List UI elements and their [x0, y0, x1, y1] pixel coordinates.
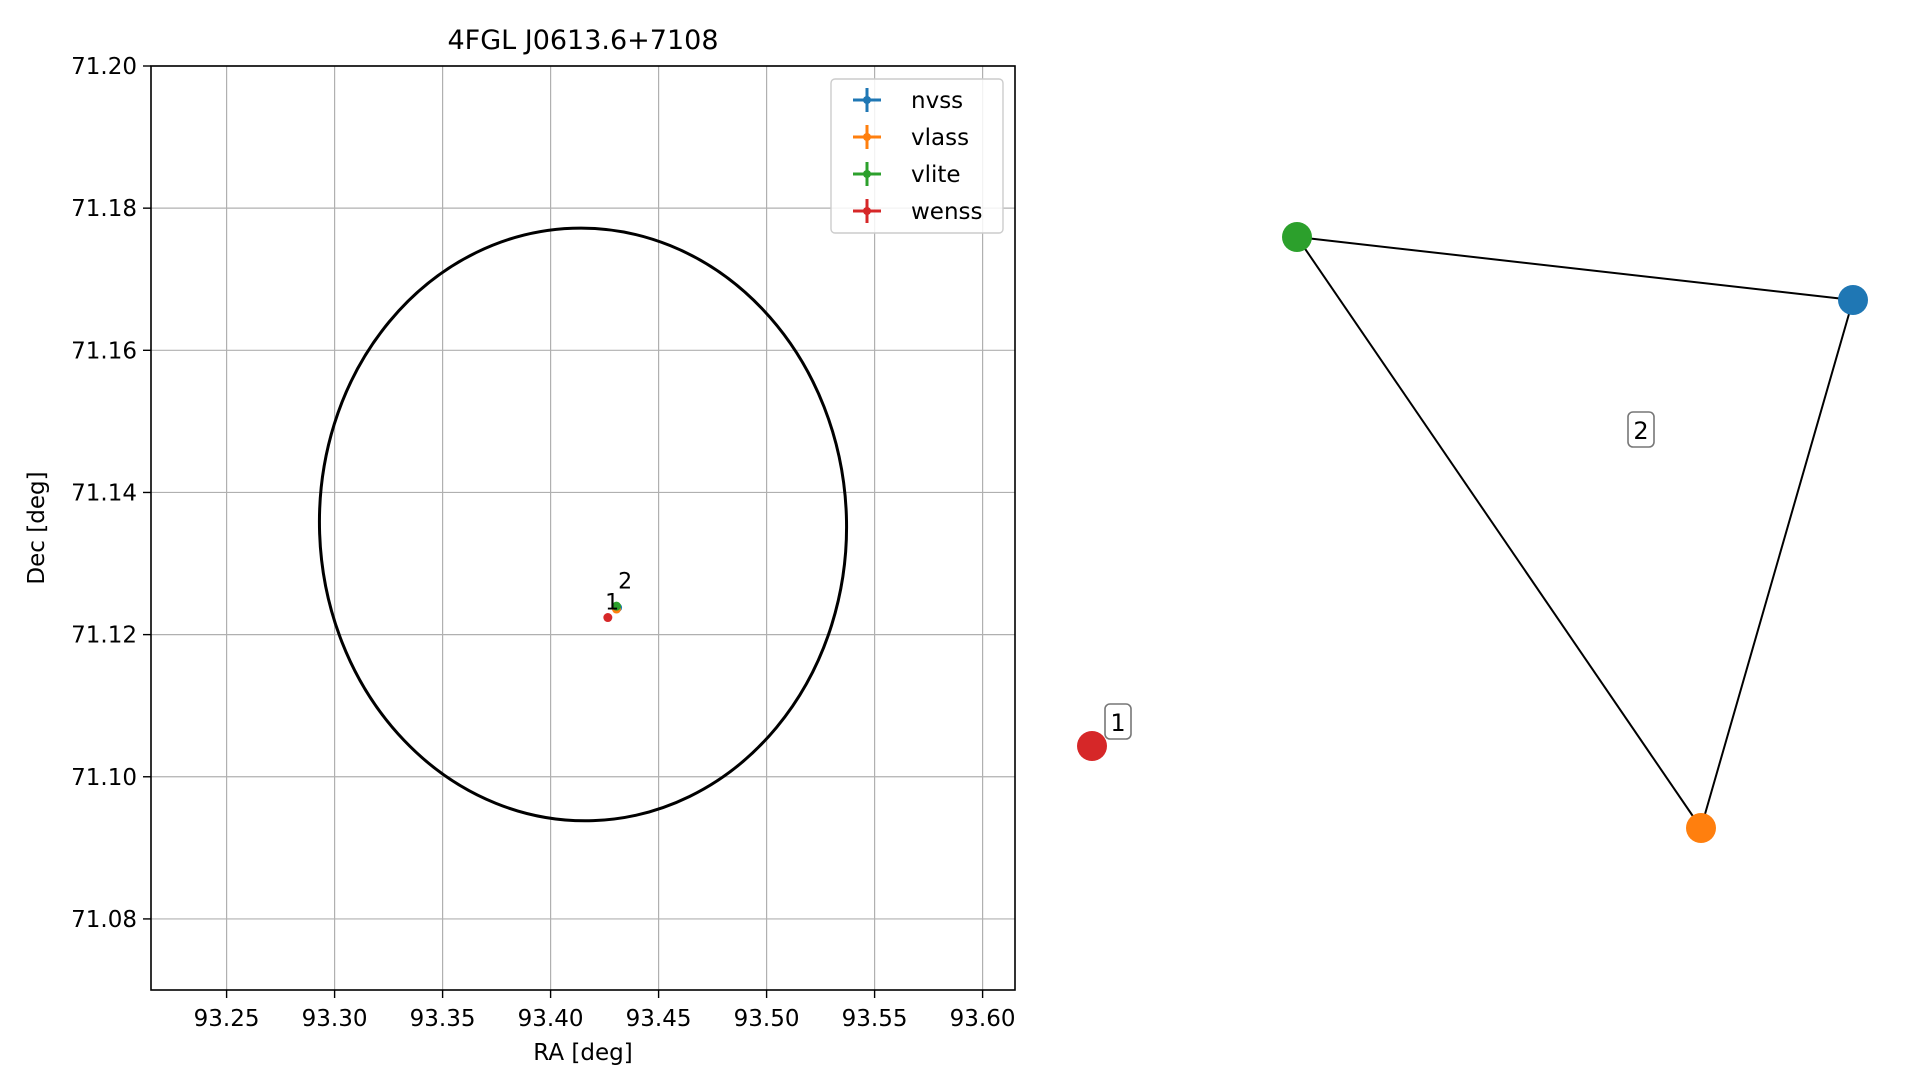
- legend-entry-vlass: vlass: [853, 125, 969, 151]
- y-axis-label: Dec [deg]: [24, 471, 50, 584]
- y-tick-label: 71.18: [71, 196, 137, 222]
- x-tick-label: 93.60: [950, 1006, 1016, 1032]
- legend-entry-vlite: vlite: [853, 162, 961, 188]
- y-axis-ticks: 71.08 71.10 71.12 71.14 71.16 71.18 71.20: [71, 54, 151, 933]
- group-label-box: [1627, 411, 1655, 448]
- ellipse-outline: [317, 226, 849, 823]
- legend-marker-dot: [863, 207, 871, 215]
- legend-label: vlite: [911, 162, 961, 188]
- x-tick-label: 93.45: [626, 1006, 692, 1032]
- edge-vlass-vlite: [1296, 236, 1702, 829]
- legend-label: wenss: [911, 199, 983, 225]
- node-vlite: [1282, 222, 1312, 252]
- node-nvss: [1838, 285, 1868, 315]
- legend-entry-wenss: wenss: [853, 199, 983, 225]
- x-axis-ticks: 93.25 93.30 93.35 93.40 93.45 93.50 93.55 93.60: [194, 990, 1016, 1032]
- graph-nodes: [1077, 222, 1868, 843]
- legend-label: nvss: [911, 88, 963, 114]
- y-tick-label: 71.16: [71, 338, 137, 364]
- chart-title: 4FGL J0613.6+7108: [447, 25, 718, 56]
- source-points: [603, 601, 623, 623]
- graph-edges: [1296, 236, 1854, 829]
- x-tick-label: 93.40: [518, 1006, 584, 1032]
- group-label-text: 2: [1633, 417, 1648, 445]
- y-tick-label: 71.10: [71, 765, 137, 791]
- node-wenss: [1077, 731, 1107, 761]
- legend-box: [830, 78, 1004, 234]
- legend-entry-nvss: nvss: [853, 88, 963, 114]
- y-tick-label: 71.14: [71, 480, 137, 506]
- point-annotations: 12: [605, 569, 632, 615]
- sky-position-chart: 4FGL J0613.6+7108 12 93.25 93.30 93.35 93.4…: [24, 25, 1016, 1066]
- legend: nvss vlass vlite wenss: [830, 78, 1004, 234]
- group-label-box: [1104, 703, 1132, 740]
- edge-vlite-nvss: [1296, 236, 1854, 301]
- legend-marker-dot: [863, 170, 871, 178]
- group-label-1: 1: [1104, 703, 1132, 740]
- node-vlass: [1686, 813, 1716, 843]
- group-labels: 12: [1104, 411, 1655, 740]
- x-tick-label: 93.35: [410, 1006, 476, 1032]
- x-tick-label: 93.30: [302, 1006, 368, 1032]
- annotation-label: 1: [605, 591, 619, 616]
- y-tick-label: 71.08: [71, 907, 137, 933]
- crossmatch-graph: 12: [1077, 222, 1868, 843]
- plot-frame: [150, 65, 1016, 991]
- legend-marker-dot: [863, 96, 871, 104]
- edge-nvss-vlass: [1700, 299, 1854, 829]
- point-vlite: [611, 601, 621, 611]
- legend-label: vlass: [911, 125, 969, 151]
- point-wenss: [603, 613, 613, 623]
- annotation-label: 2: [618, 569, 632, 594]
- group-label-2: 2: [1627, 411, 1655, 448]
- y-tick-label: 71.20: [71, 54, 137, 80]
- group-label-text: 1: [1110, 709, 1125, 737]
- x-tick-label: 93.55: [842, 1006, 908, 1032]
- x-tick-label: 93.50: [734, 1006, 800, 1032]
- x-tick-label: 93.25: [194, 1006, 260, 1032]
- x-axis-label: RA [deg]: [533, 1040, 632, 1066]
- legend-marker-dot: [863, 133, 871, 141]
- localization-ellipse: [317, 226, 849, 823]
- y-tick-label: 71.12: [71, 623, 137, 649]
